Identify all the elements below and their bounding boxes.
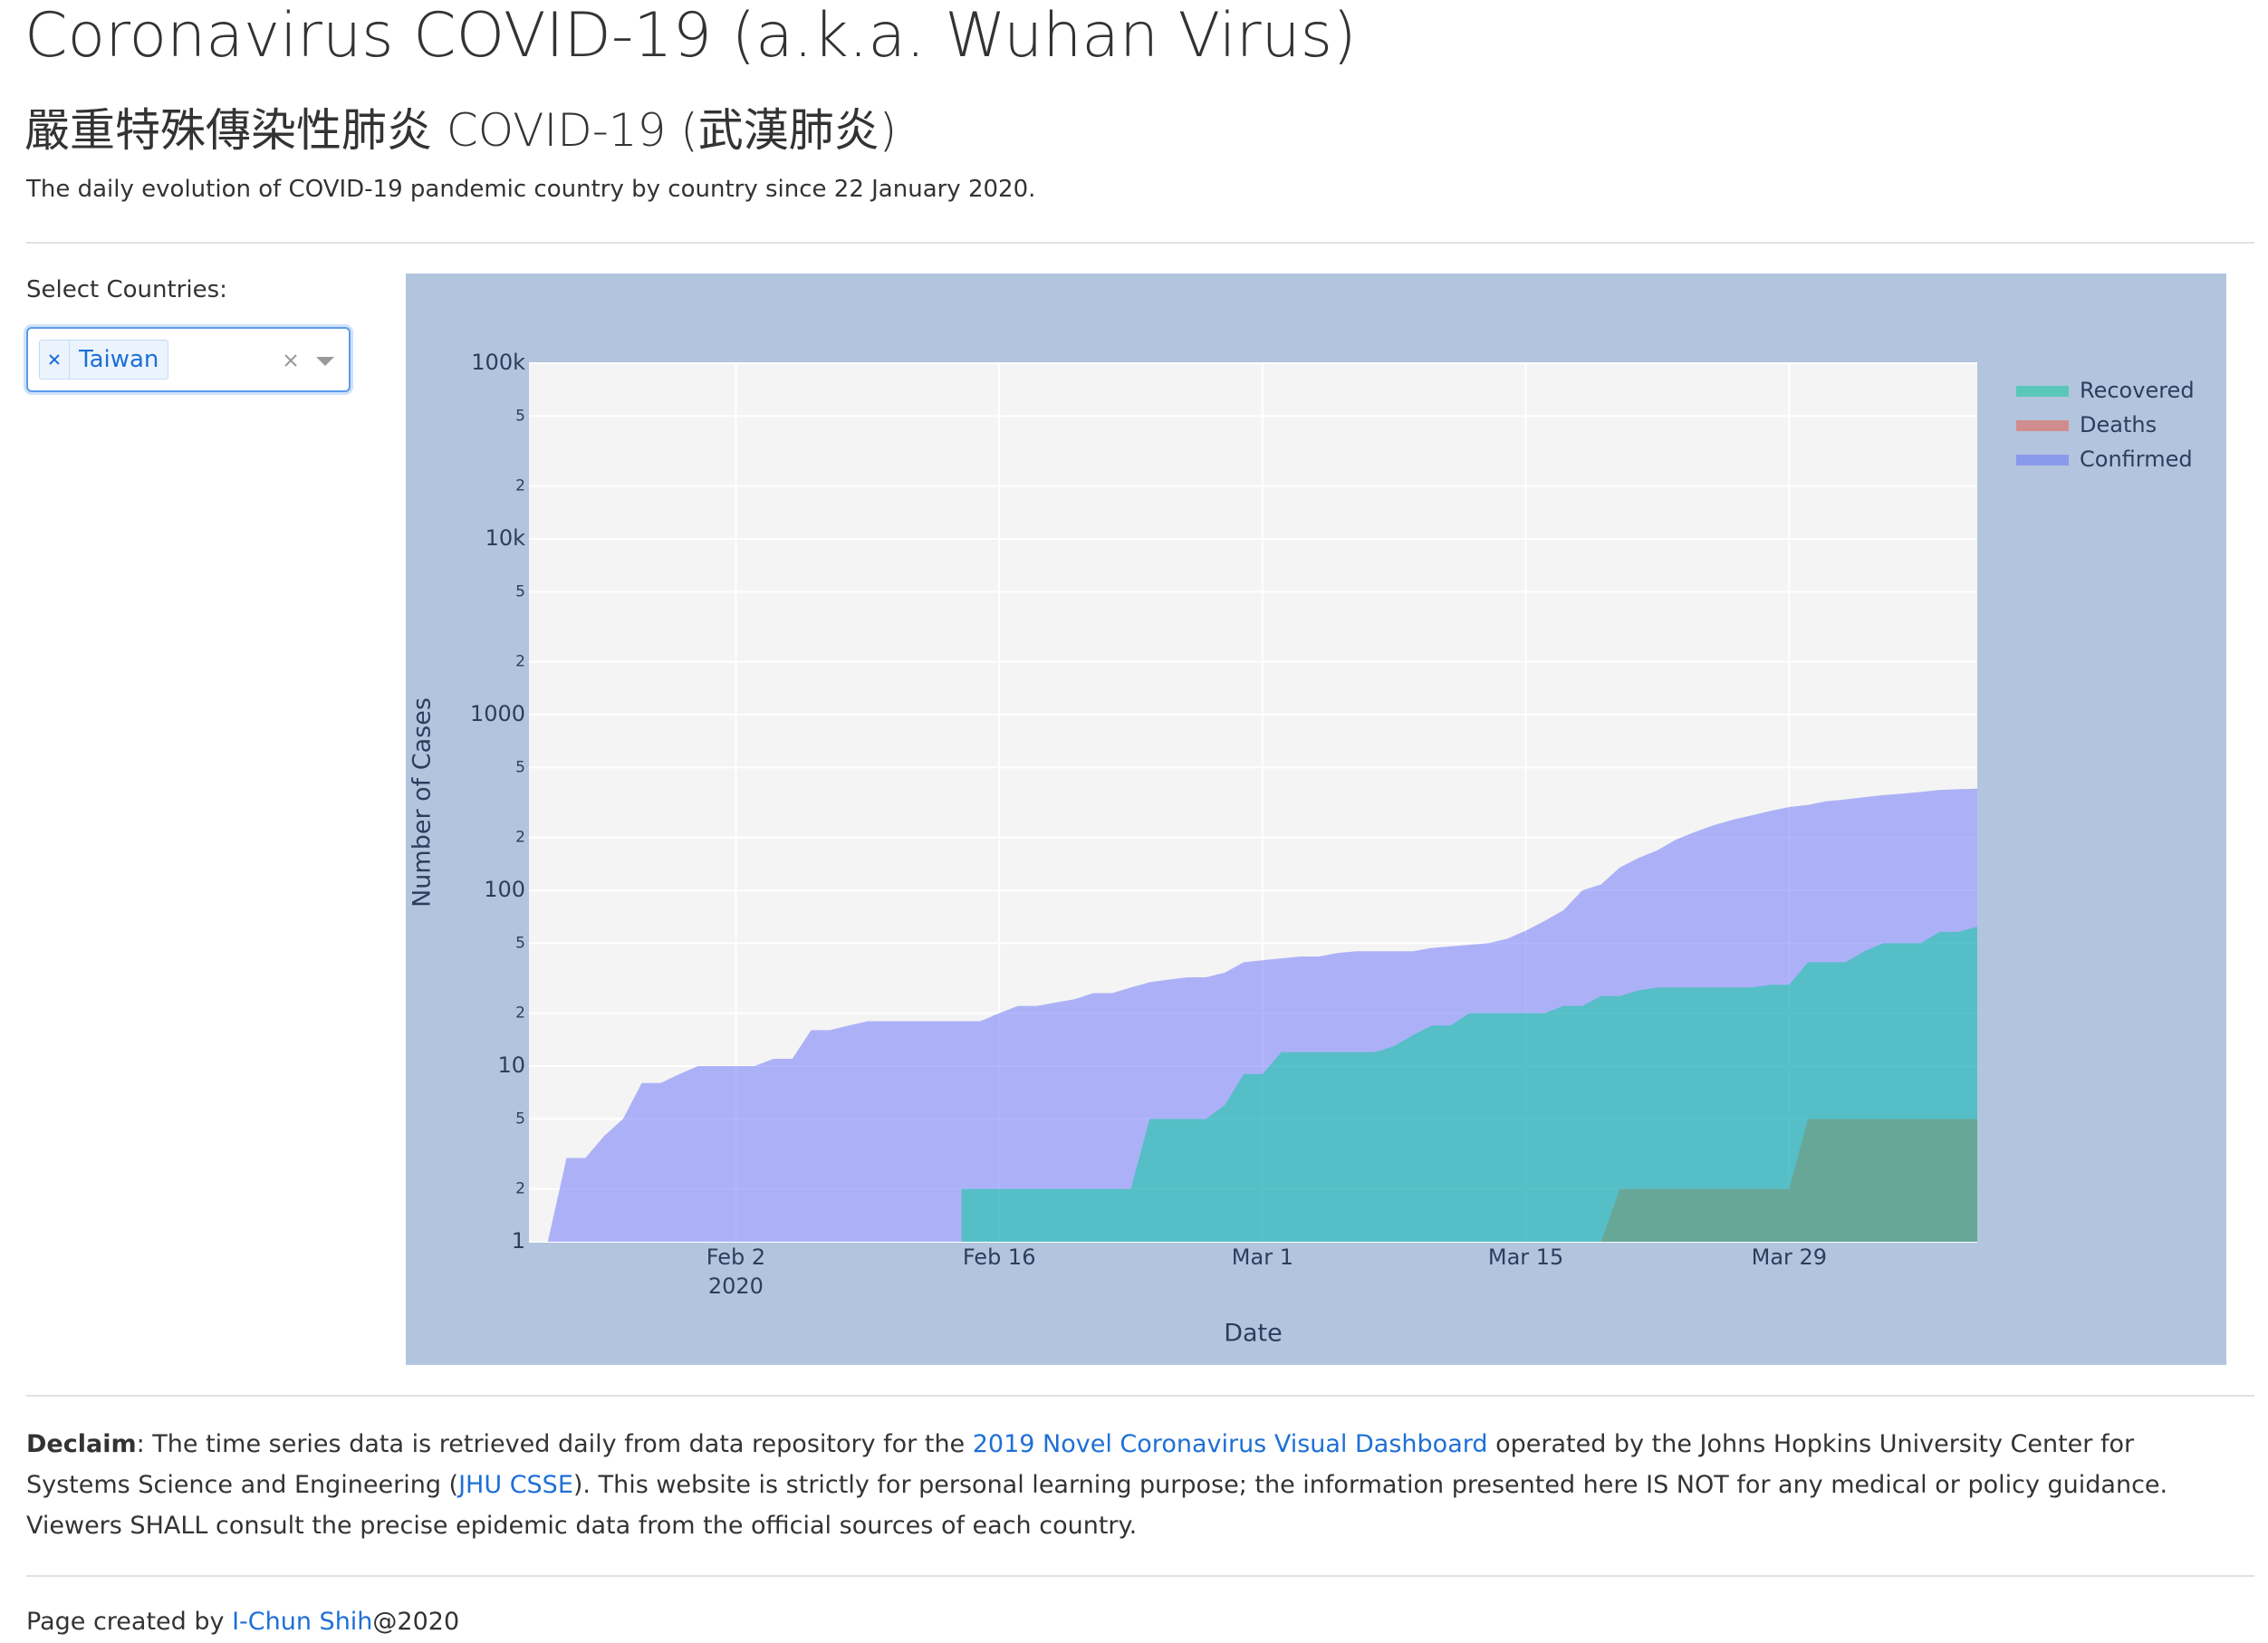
y-tick-label: 2: [515, 477, 525, 495]
legend-swatch: [2016, 420, 2069, 431]
y-tick-label: 5: [515, 758, 525, 776]
selected-tag: Taiwan: [39, 340, 169, 380]
disclaimer: Declaim: The time series data is retriev…: [26, 1424, 2236, 1546]
y-tick-label: 5: [515, 934, 525, 952]
y-tick-label: 5: [515, 407, 525, 425]
y-tick-label: 10: [497, 1052, 525, 1078]
y-tick-label: 2: [515, 1180, 525, 1198]
page-title: Coronavirus COVID-19 (a.k.a. Wuhan Virus…: [24, 0, 1357, 72]
disclaimer-text: operated by the Johns Hopkins University…: [26, 1430, 2135, 1499]
page-description: The daily evolution of COVID-19 pandemic…: [26, 176, 1036, 203]
author-link[interactable]: I-Chun Shih: [232, 1608, 373, 1636]
legend-label: Deaths: [2080, 412, 2157, 437]
clear-button[interactable]: [284, 353, 298, 368]
y-tick-label: 10k: [485, 525, 526, 551]
y-tick-label: 100k: [471, 350, 525, 375]
y-tick-label: 1000: [470, 701, 525, 726]
remove-icon: [49, 354, 60, 365]
y-tick-label: 1: [512, 1228, 525, 1254]
disclaimer-text: ). This website is strictly for personal…: [26, 1471, 2168, 1540]
country-dropdown[interactable]: Taiwan: [26, 327, 351, 392]
area: [961, 927, 1977, 1242]
x-axis-title: Date: [1224, 1320, 1283, 1348]
x-tick-label: Feb 2: [706, 1244, 765, 1270]
divider: [26, 1395, 2254, 1397]
selector-label: Select Countries:: [26, 276, 227, 303]
disclaimer-label: Declaim: [26, 1430, 137, 1458]
y-tick-label: 2: [515, 829, 525, 847]
legend-swatch: [2016, 386, 2069, 397]
x-tick-label: Mar 1: [1232, 1244, 1293, 1270]
divider: [26, 242, 2254, 244]
disclaimer-text: : The time series data is retrieved dail…: [136, 1430, 973, 1458]
page-subtitle: 嚴重特殊傳染性肺炎 COVID-19 (武漢肺炎): [24, 104, 898, 157]
divider: [26, 1575, 2254, 1577]
footer-text: Page created by: [26, 1608, 233, 1636]
x-tick-label: Mar 29: [1752, 1244, 1827, 1270]
legend-swatch: [2016, 455, 2069, 466]
y-axis-title: Number of Cases: [408, 697, 437, 908]
y-tick-label: 2: [515, 1004, 525, 1023]
x-tick-sublabel: 2020: [708, 1273, 764, 1299]
x-tick-label: Feb 16: [963, 1244, 1036, 1270]
y-tick-label: 100: [484, 877, 525, 902]
footer: Page created by I-Chun Shih@2020: [26, 1608, 459, 1636]
x-tick-label: Mar 15: [1488, 1244, 1563, 1270]
remove-tag[interactable]: [40, 341, 70, 379]
dropdown-arrow[interactable]: [316, 356, 334, 367]
legend-label: Recovered: [2080, 378, 2195, 403]
jhu-link[interactable]: JHU CSSE: [458, 1471, 573, 1499]
tag-label: Taiwan: [79, 346, 159, 373]
y-tick-label: 5: [515, 1110, 525, 1128]
dashboard-link[interactable]: 2019 Novel Coronavirus Visual Dashboard: [972, 1430, 1488, 1458]
legend-label: Confirmed: [2080, 447, 2193, 472]
footer-text: @2020: [372, 1608, 460, 1636]
y-tick-label: 5: [515, 582, 525, 601]
chart: 1 2 5 10 2 5 100 2 5 1000 2 5 10k 2 5 100k Feb 2 2020 Feb …: [406, 274, 2226, 1365]
y-tick-label: 2: [515, 653, 525, 671]
